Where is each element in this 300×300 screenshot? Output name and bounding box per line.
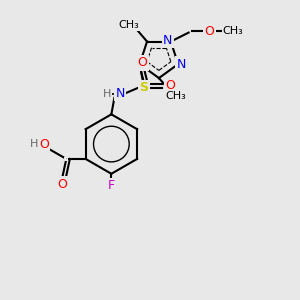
Text: O: O <box>205 25 214 38</box>
Text: N: N <box>116 87 125 100</box>
Text: H: H <box>103 88 111 98</box>
Text: O: O <box>165 79 175 92</box>
Text: O: O <box>39 138 49 151</box>
Text: F: F <box>108 179 115 192</box>
Text: H: H <box>29 139 38 149</box>
Text: CH₃: CH₃ <box>223 26 244 36</box>
Text: N: N <box>163 34 172 46</box>
Text: C: C <box>66 158 67 159</box>
Text: S: S <box>140 81 148 94</box>
Text: CH₃: CH₃ <box>119 20 140 30</box>
Text: O: O <box>138 56 148 69</box>
Text: CH₃: CH₃ <box>165 91 186 101</box>
Text: O: O <box>57 178 67 191</box>
Text: N: N <box>176 58 186 70</box>
